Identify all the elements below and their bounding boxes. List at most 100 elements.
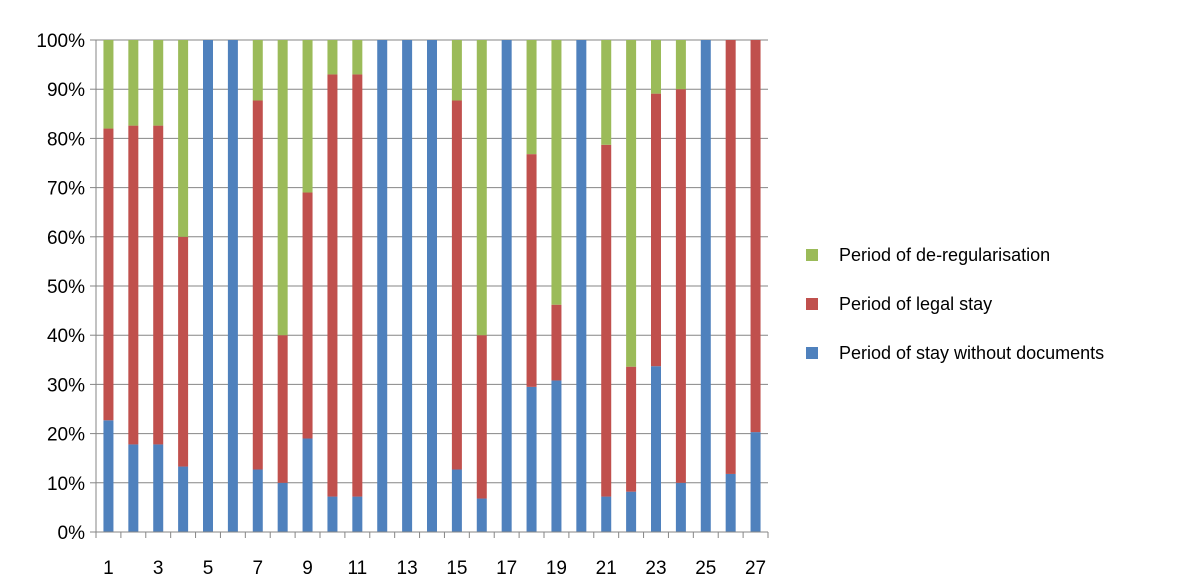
bar-segment-19-series-2 [551, 40, 562, 305]
bar-segment-2-series-1 [128, 125, 139, 445]
bar-segment-18-series-2 [526, 40, 537, 155]
bar-segment-21-series-2 [601, 40, 612, 145]
bar-segment-19-series-1 [551, 304, 562, 381]
bar-segment-3-series-2 [153, 40, 164, 126]
bar-segment-15-series-1 [451, 100, 462, 470]
bar-segment-12-series-0 [377, 40, 388, 532]
x-tick-label: 7 [252, 558, 263, 579]
x-tick-label: 9 [302, 558, 313, 579]
bar-segment-21-series-0 [601, 496, 612, 532]
bar-segment-27-series-0 [750, 432, 761, 532]
legend-swatch-2 [806, 249, 818, 261]
bar-segment-22-series-0 [626, 491, 637, 532]
bar-segment-24-series-1 [675, 89, 686, 483]
bar-segment-15-series-2 [451, 40, 462, 101]
bar-segment-2-series-2 [128, 40, 139, 126]
legend: Period of de-regularisation Period of leg… [806, 245, 1104, 363]
bar-segment-25-series-0 [700, 40, 711, 532]
bar-segment-11-series-1 [352, 74, 363, 497]
x-tick-label: 27 [745, 558, 766, 579]
bar-segment-16-series-2 [476, 40, 487, 336]
bar-segment-1-series-0 [103, 420, 114, 532]
bar-segment-6-series-0 [227, 40, 238, 532]
x-tick-label: 5 [203, 558, 214, 579]
x-tick-label: 1 [103, 558, 114, 579]
bar-segment-16-series-1 [476, 335, 487, 499]
bar-segment-19-series-0 [551, 380, 562, 532]
y-tick-label: 20% [47, 425, 85, 446]
bar-segment-22-series-2 [626, 40, 637, 367]
bar-segment-7-series-2 [252, 40, 263, 101]
bar-segment-8-series-2 [277, 40, 288, 336]
bar-segment-1-series-2 [103, 40, 114, 129]
y-tick-label: 100% [36, 31, 85, 52]
bar-segment-3-series-0 [153, 444, 164, 532]
bar-segment-2-series-0 [128, 444, 139, 532]
bar-segment-17-series-0 [501, 40, 512, 532]
bar-segment-4-series-0 [178, 466, 189, 532]
bar-segment-24-series-2 [675, 40, 686, 90]
bar-segment-27-series-1 [750, 40, 761, 433]
bar-segment-14-series-0 [427, 40, 437, 532]
y-tick-label: 0% [58, 523, 86, 544]
bar-segment-22-series-1 [626, 366, 637, 492]
x-tick-label: 15 [446, 558, 467, 579]
bar-segment-23-series-1 [651, 93, 661, 367]
y-tick-label: 60% [47, 228, 85, 249]
x-tick-label: 13 [397, 558, 418, 579]
x-tick-label: 17 [496, 558, 517, 579]
bar-segment-8-series-0 [277, 482, 288, 532]
bar-segment-23-series-0 [651, 366, 661, 532]
bar-segment-10-series-0 [327, 496, 338, 532]
bar-segment-4-series-1 [178, 236, 189, 467]
y-tick-labels: 0% 10% 20% 30% 40% 50% 60% 70% 80% 90% 100% [36, 31, 96, 544]
bar-segment-18-series-0 [526, 386, 537, 532]
bar-segment-3-series-1 [153, 125, 164, 445]
bar-segment-9-series-0 [302, 438, 313, 532]
y-tick-label: 10% [47, 474, 85, 495]
bar-segment-23-series-2 [651, 40, 661, 94]
x-tick-label: 25 [695, 558, 716, 579]
bar-segment-1-series-1 [103, 128, 114, 421]
bar-segment-26-series-1 [725, 40, 736, 474]
y-tick-label: 50% [47, 277, 85, 298]
x-tick-label: 21 [596, 558, 617, 579]
bar-segment-13-series-0 [402, 40, 413, 532]
y-tick-label: 70% [47, 179, 85, 200]
bar-segment-11-series-0 [352, 496, 363, 532]
bar-segment-5-series-0 [203, 40, 213, 532]
legend-label-1: Period of legal stay [839, 294, 992, 314]
bar-segment-11-series-2 [352, 40, 363, 75]
y-tick-label: 80% [47, 129, 85, 150]
x-tick-label: 19 [546, 558, 567, 579]
bar-segment-10-series-2 [327, 40, 338, 75]
bar-segment-15-series-0 [451, 469, 462, 532]
bar-segment-4-series-2 [178, 40, 189, 237]
bar-segment-24-series-0 [675, 482, 686, 532]
bar-segment-16-series-0 [476, 498, 487, 532]
bar-segment-9-series-2 [302, 40, 313, 193]
bar-segment-26-series-0 [725, 473, 736, 532]
y-tick-label: 40% [47, 326, 85, 347]
bar-segment-10-series-1 [327, 74, 338, 497]
legend-label-0: Period of stay without documents [839, 343, 1104, 363]
bar-segment-20-series-0 [576, 40, 587, 532]
bar-segment-7-series-0 [252, 469, 263, 532]
bar-segment-7-series-1 [252, 100, 263, 470]
y-tick-label: 30% [47, 375, 85, 396]
bar-segment-21-series-1 [601, 144, 612, 497]
x-tick-label: 23 [645, 558, 666, 579]
y-tick-label: 90% [47, 80, 85, 101]
bars [103, 40, 761, 532]
legend-swatch-0 [806, 347, 818, 359]
x-tick-label: 3 [153, 558, 164, 579]
legend-label-2: Period of de-regularisation [839, 245, 1050, 265]
x-tick-label: 11 [347, 558, 367, 579]
bar-segment-8-series-1 [277, 335, 288, 483]
legend-swatch-1 [806, 298, 818, 310]
x-tick-labels: 1 3 5 7 9 11 13 15 17 19 21 23 25 27 [95, 532, 769, 579]
bar-segment-9-series-1 [302, 192, 313, 439]
bar-segment-18-series-1 [526, 154, 537, 387]
